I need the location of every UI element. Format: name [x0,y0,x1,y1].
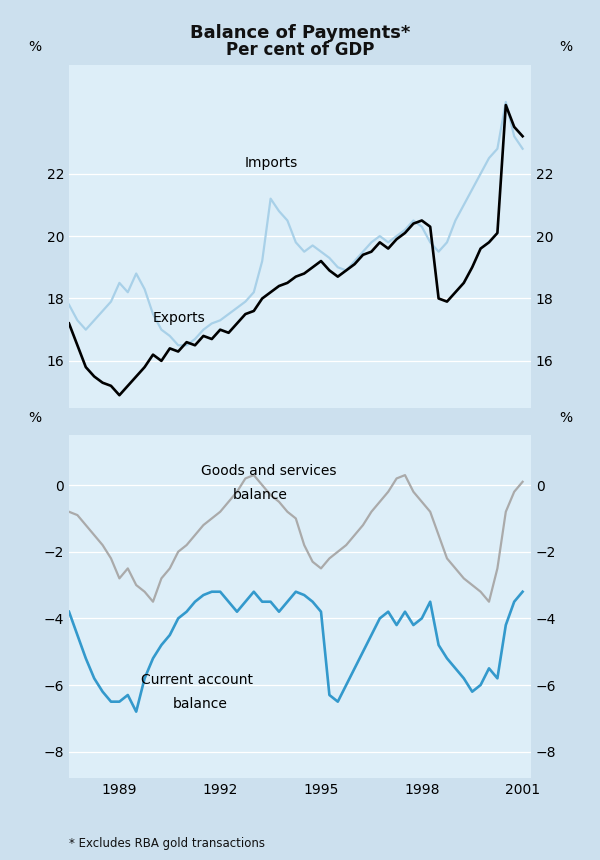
Text: %: % [559,40,572,54]
Text: Imports: Imports [245,157,298,170]
Text: balance: balance [233,488,288,501]
Text: %: % [28,411,41,425]
Text: Per cent of GDP: Per cent of GDP [226,41,374,59]
Text: Exports: Exports [152,310,205,325]
Text: balance: balance [173,697,228,711]
Text: Current account: Current account [140,673,253,687]
Text: * Excludes RBA gold transactions: * Excludes RBA gold transactions [69,837,265,850]
Text: %: % [28,40,41,54]
Text: %: % [559,411,572,425]
Text: Balance of Payments*: Balance of Payments* [190,24,410,42]
Text: Goods and services: Goods and services [200,464,336,477]
